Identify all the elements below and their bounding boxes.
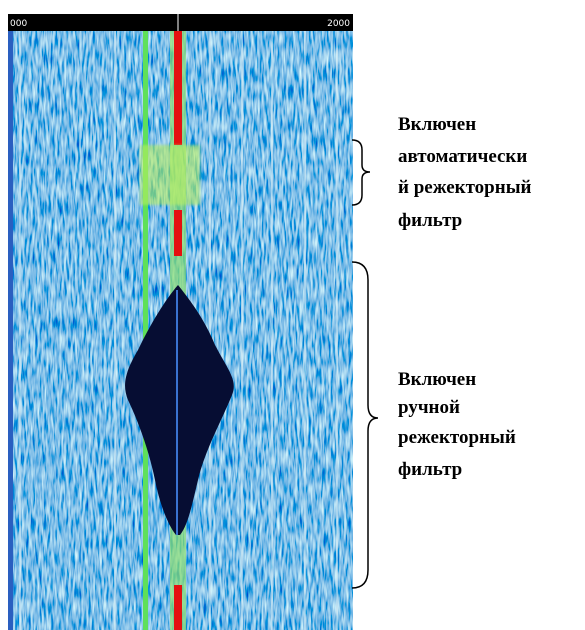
annotation-line: режекторный — [398, 427, 516, 448]
annotation-line: ручной — [398, 397, 460, 418]
notch-region-1 — [140, 145, 200, 205]
annotation-line: фильтр — [398, 210, 462, 231]
brace-1 — [352, 140, 370, 205]
annotation-line: Включен — [398, 114, 476, 135]
left-edge — [8, 31, 13, 630]
annotation-line: автоматически — [398, 146, 527, 167]
waterfall — [8, 31, 353, 630]
annotation-line: Включен — [398, 369, 476, 390]
annotations: Включен автоматически й режекторный фильтр В… — [398, 114, 532, 480]
scale-left: 000 — [10, 19, 27, 29]
scale-right: 2000 — [327, 19, 350, 29]
annotation-line: й режекторный — [398, 177, 532, 198]
annotation-line: фильтр — [398, 459, 462, 480]
screenshot: 000 2000 Включен автоматически й режекторн… — [0, 0, 585, 630]
brace-2 — [352, 262, 378, 588]
green-line — [143, 31, 148, 630]
scale-bar — [8, 14, 353, 31]
